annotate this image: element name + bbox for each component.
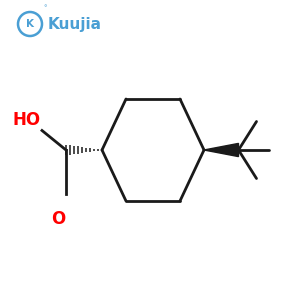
Text: K: K <box>26 19 34 29</box>
Text: Kuujia: Kuujia <box>47 16 101 32</box>
Polygon shape <box>204 143 239 157</box>
Text: HO: HO <box>12 111 40 129</box>
Text: °: ° <box>44 5 47 11</box>
Text: O: O <box>51 210 66 228</box>
